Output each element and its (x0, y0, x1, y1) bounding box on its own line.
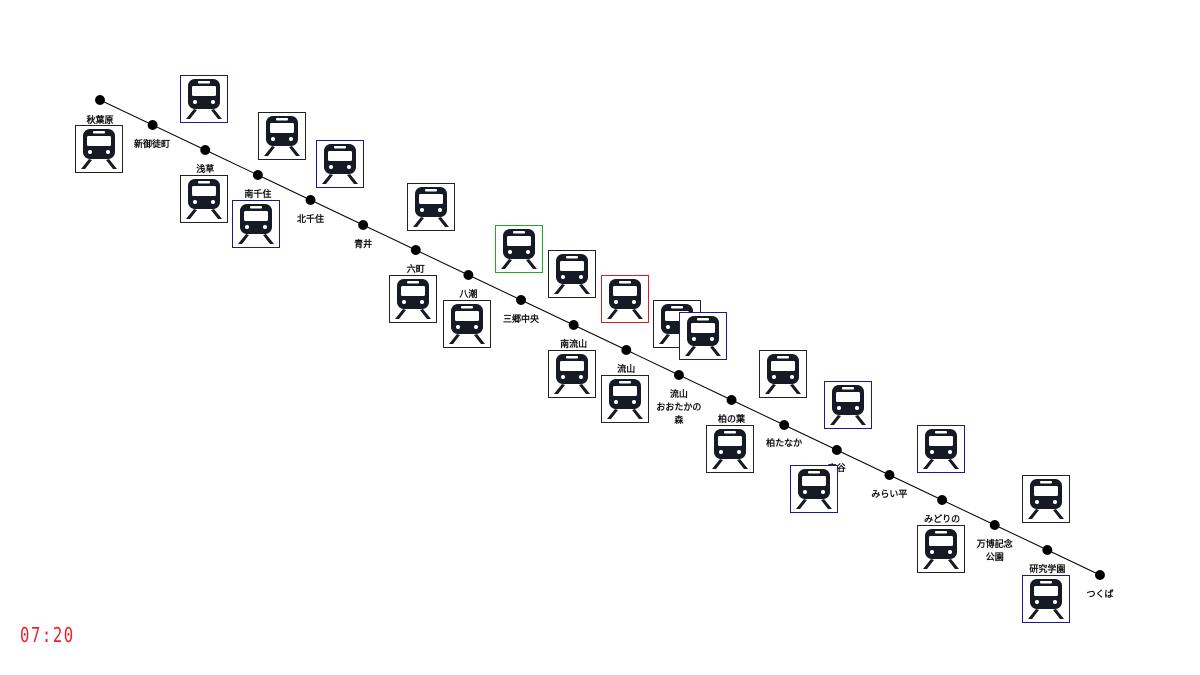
train-front-icon (554, 254, 590, 294)
train-front-icon (830, 385, 866, 425)
station-label: みどりの (924, 515, 961, 525)
train-marker[interactable] (180, 175, 228, 223)
station-dot (358, 220, 369, 230)
station-label: 秋葉原 (86, 116, 114, 126)
train-marker[interactable] (601, 375, 649, 423)
train-front-icon (685, 316, 721, 356)
train-front-icon (923, 429, 959, 469)
train-marker[interactable] (180, 75, 228, 123)
station-dot (937, 495, 948, 505)
train-marker[interactable] (824, 381, 872, 429)
station-label: 新御徒町 (133, 140, 171, 150)
train-front-icon (81, 129, 117, 169)
station-dot (1094, 570, 1105, 580)
station-label: 流山 (617, 365, 636, 375)
train-front-icon (607, 279, 643, 319)
station-label: 浅草 (196, 165, 215, 175)
station-label: 八潮 (459, 290, 478, 300)
train-marker[interactable] (1022, 475, 1070, 523)
train-marker[interactable] (1022, 575, 1070, 623)
station-label: 柏たなか (766, 439, 803, 449)
station-dot (568, 320, 579, 330)
station-label: 三郷中央 (503, 315, 540, 325)
train-marker[interactable] (548, 250, 596, 298)
station-label: 六町 (406, 265, 425, 275)
station-dot (95, 95, 105, 105)
train-front-icon (712, 429, 748, 469)
train-marker[interactable] (443, 300, 491, 348)
station-dot (410, 245, 421, 255)
station-dot (516, 295, 527, 305)
train-front-icon (186, 79, 222, 119)
train-marker[interactable] (495, 225, 543, 273)
train-front-icon (322, 144, 358, 184)
station-label: 流山 おおたかの 森 (656, 390, 702, 426)
train-marker[interactable] (706, 425, 754, 473)
train-front-icon (765, 354, 801, 394)
station-label: 青井 (354, 240, 373, 250)
train-front-icon (449, 304, 485, 344)
route-line (99, 99, 1101, 576)
station-label: つくば (1086, 590, 1114, 600)
station-label: 万博記念 公園 (976, 540, 1013, 563)
train-marker[interactable] (759, 350, 807, 398)
station-dot (1042, 545, 1053, 555)
station-label: 研究学園 (1029, 565, 1066, 575)
train-front-icon (554, 354, 590, 394)
station-label: 南千住 (244, 190, 272, 200)
train-marker[interactable] (75, 125, 123, 173)
station-dot (252, 170, 263, 180)
train-front-icon (186, 179, 222, 219)
station-dot (779, 420, 790, 430)
station-dot (884, 470, 895, 480)
station-dot (463, 270, 474, 280)
station-label: みらい平 (871, 490, 908, 500)
current-time: 07:20 (20, 623, 75, 647)
train-front-icon (395, 279, 431, 319)
train-front-icon (923, 529, 959, 569)
train-front-icon (796, 469, 832, 509)
train-front-icon (607, 379, 643, 419)
train-marker[interactable] (407, 183, 455, 231)
station-dot (200, 145, 211, 155)
train-marker[interactable] (790, 465, 838, 513)
station-label: 北千住 (297, 215, 325, 225)
train-front-icon (238, 204, 274, 244)
train-marker[interactable] (917, 525, 965, 573)
train-marker[interactable] (548, 350, 596, 398)
train-front-icon (264, 116, 300, 156)
station-dot (147, 120, 158, 130)
station-dot (621, 345, 632, 355)
train-marker[interactable] (316, 140, 364, 188)
train-front-icon (1028, 479, 1064, 519)
train-marker[interactable] (679, 312, 727, 360)
station-dot (989, 520, 1000, 530)
train-marker[interactable] (601, 275, 649, 323)
station-dot (673, 370, 684, 380)
station-label: 南流山 (560, 340, 588, 350)
station-label: 柏の葉 (718, 415, 746, 425)
station-dot (305, 195, 316, 205)
train-marker[interactable] (232, 200, 280, 248)
station-dot (726, 395, 737, 405)
station-dot (831, 445, 842, 455)
train-marker[interactable] (258, 112, 306, 160)
train-front-icon (1028, 579, 1064, 619)
train-marker[interactable] (389, 275, 437, 323)
train-marker[interactable] (917, 425, 965, 473)
train-front-icon (501, 229, 537, 269)
train-front-icon (413, 187, 449, 227)
